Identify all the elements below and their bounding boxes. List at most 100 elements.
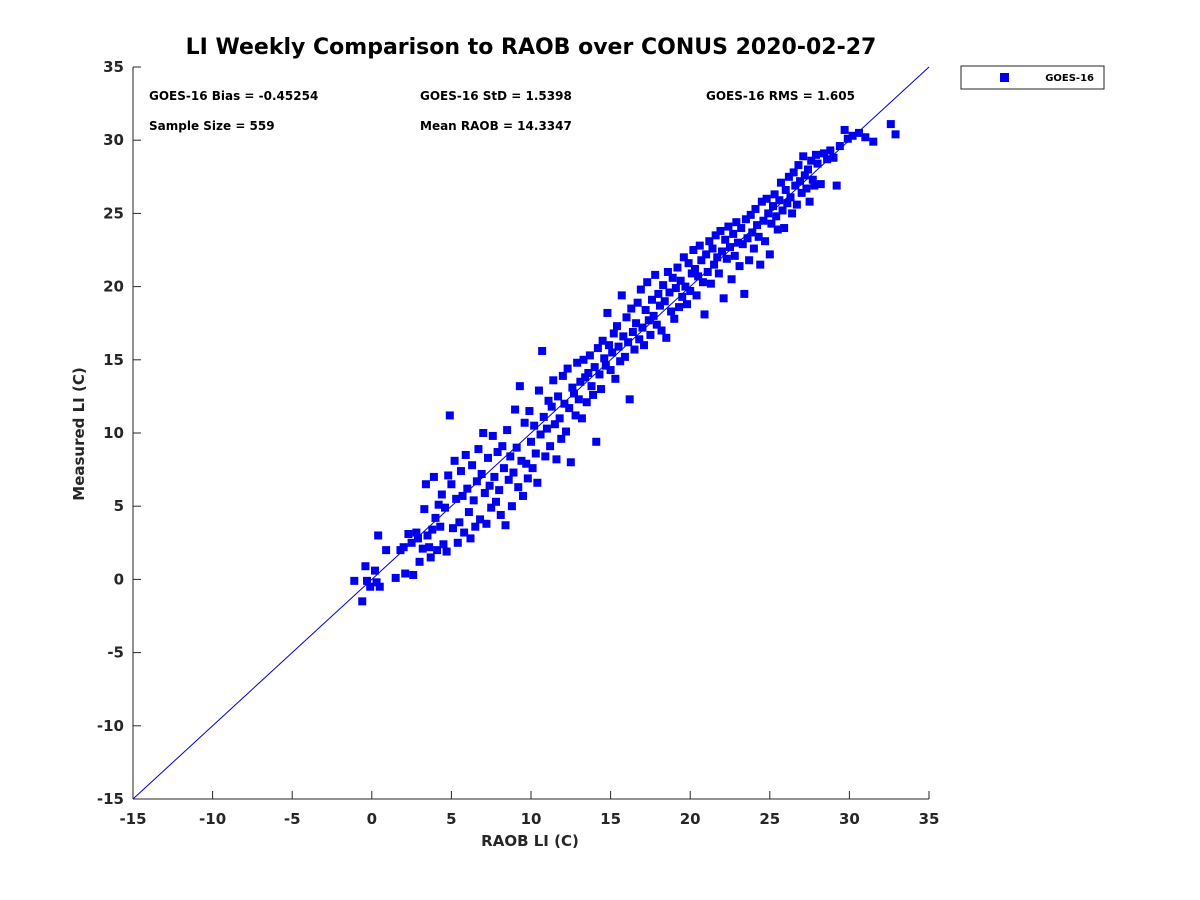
data-point: [566, 458, 575, 467]
data-point: [557, 434, 566, 443]
y-tick-label: 15: [103, 351, 124, 369]
data-point: [840, 125, 849, 134]
data-point: [886, 120, 895, 129]
data-point: [768, 202, 777, 211]
data-point: [776, 178, 785, 187]
data-point: [511, 405, 520, 414]
x-tick-label: 20: [680, 810, 701, 828]
y-tick-label: 30: [103, 131, 124, 149]
data-point: [495, 486, 504, 495]
data-point: [770, 190, 779, 199]
mean-raob-annotation: Mean RAOB = 14.3347: [420, 119, 572, 133]
data-point: [533, 478, 542, 487]
data-point: [585, 351, 594, 360]
x-axis-ticks: -15 -10 -5 0 5 10 15 20 25 30 35: [119, 791, 939, 828]
data-point: [811, 150, 820, 159]
data-point: [719, 294, 728, 303]
data-point: [772, 212, 781, 221]
data-point: [600, 354, 609, 363]
data-point: [542, 424, 551, 433]
data-point: [710, 260, 719, 269]
data-point: [799, 152, 808, 161]
data-point: [350, 576, 359, 585]
data-point: [676, 276, 685, 285]
data-point: [781, 185, 790, 194]
data-point: [751, 205, 760, 214]
x-tick-label: -5: [284, 810, 301, 828]
data-point: [507, 502, 516, 511]
data-point: [643, 278, 652, 287]
data-point: [765, 250, 774, 259]
data-point: [647, 295, 656, 304]
data-point: [501, 521, 510, 530]
x-tick-label: 15: [600, 810, 621, 828]
data-point: [439, 540, 448, 549]
legend-label: GOES-16: [1045, 73, 1094, 84]
y-tick-label: 35: [103, 58, 124, 76]
data-point: [748, 228, 757, 237]
data-point: [740, 289, 749, 298]
data-point: [690, 265, 699, 274]
data-point: [441, 503, 450, 512]
data-point: [525, 407, 534, 416]
data-point: [520, 418, 529, 427]
data-point: [391, 573, 400, 582]
data-point: [485, 481, 494, 490]
data-point: [780, 224, 789, 233]
data-point: [573, 358, 582, 367]
data-point: [571, 411, 580, 420]
data-point: [581, 373, 590, 382]
data-point: [552, 455, 561, 464]
data-point: [714, 269, 723, 278]
data-point: [726, 243, 734, 252]
data-point: [654, 289, 663, 298]
data-point: [472, 477, 481, 486]
data-point: [743, 234, 752, 243]
data-point: [665, 288, 674, 297]
data-point: [608, 348, 617, 357]
data-point: [679, 253, 688, 262]
x-tick-label: 5: [446, 810, 456, 828]
data-point: [667, 307, 676, 316]
data-point: [463, 484, 472, 493]
data-point: [644, 316, 653, 325]
data-point: [640, 341, 649, 350]
y-tick-label: -5: [107, 644, 124, 662]
data-point: [796, 177, 805, 186]
data-point: [808, 175, 817, 184]
data-point: [413, 534, 422, 543]
x-axis-label: RAOB LI (C): [481, 832, 579, 850]
data-point: [703, 267, 712, 276]
data-point: [370, 566, 379, 575]
data-point: [374, 531, 383, 540]
data-point: [437, 490, 446, 499]
data-point: [476, 515, 485, 524]
data-point: [601, 361, 610, 370]
data-point: [730, 251, 739, 260]
data-point: [630, 345, 639, 354]
data-point: [891, 130, 900, 139]
data-point: [576, 377, 585, 386]
data-point: [474, 445, 483, 454]
data-point: [450, 456, 459, 465]
y-tick-label: -15: [97, 790, 124, 808]
data-point: [612, 322, 621, 331]
data-point: [429, 472, 438, 481]
legend-marker-square-icon: [1000, 73, 1009, 82]
data-point: [372, 578, 381, 587]
data-point: [802, 184, 811, 193]
data-point: [589, 390, 598, 399]
data-point: [641, 306, 650, 315]
data-point: [484, 453, 493, 462]
data-point: [727, 275, 736, 284]
data-point: [477, 469, 486, 478]
data-point: [673, 263, 682, 272]
data-point: [498, 442, 507, 451]
data-point: [456, 467, 465, 476]
data-point: [482, 519, 491, 528]
sample-size-annotation: Sample Size = 559: [149, 119, 275, 133]
data-point: [433, 546, 442, 555]
data-point: [506, 452, 515, 461]
data-point: [625, 395, 634, 404]
